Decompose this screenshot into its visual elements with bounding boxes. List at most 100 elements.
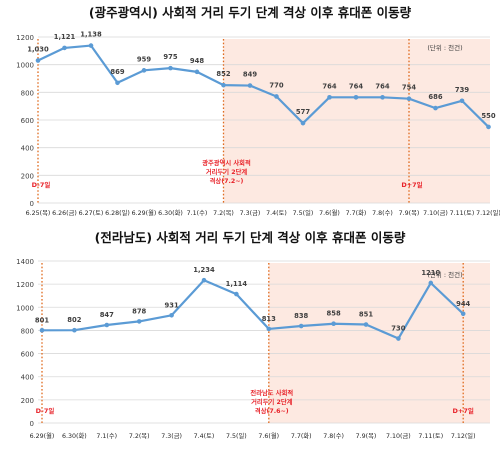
y-tick-label: 1400 bbox=[16, 258, 34, 266]
data-label: 739 bbox=[455, 86, 469, 94]
x-tick-label: 6.26(금) bbox=[52, 209, 77, 217]
data-point bbox=[433, 105, 438, 111]
data-label: 686 bbox=[428, 93, 442, 101]
data-label: 959 bbox=[137, 55, 151, 63]
x-tick-label: 6.25(목) bbox=[26, 209, 51, 217]
x-tick-label: 6.30(화) bbox=[62, 432, 87, 440]
y-tick-label: 1000 bbox=[16, 304, 34, 312]
annotation-label: D+7일 bbox=[453, 406, 474, 415]
y-tick-label: 0 bbox=[30, 420, 34, 428]
data-label: 847 bbox=[100, 311, 114, 319]
data-label: 1210 bbox=[421, 269, 440, 277]
data-point bbox=[300, 120, 306, 126]
x-tick-label: 7.9(목) bbox=[399, 209, 420, 217]
x-tick-label: 7.6(월) bbox=[319, 208, 340, 217]
data-label: 813 bbox=[262, 315, 276, 323]
data-label: 764 bbox=[349, 82, 363, 90]
y-tick-label: 200 bbox=[21, 397, 34, 405]
x-tick-label: 7.10(금) bbox=[386, 432, 411, 440]
data-label: 754 bbox=[402, 84, 416, 92]
x-tick-label: 7.4(토) bbox=[194, 432, 215, 440]
x-tick-label: 6.28(일) bbox=[105, 208, 130, 217]
data-point bbox=[201, 277, 207, 283]
x-tick-label: 6.29(월) bbox=[30, 431, 55, 440]
data-label: 550 bbox=[481, 112, 495, 120]
data-point bbox=[136, 319, 142, 324]
x-tick-label: 6.29(월) bbox=[132, 208, 157, 217]
y-tick-label: 1200 bbox=[16, 34, 34, 42]
data-point bbox=[168, 65, 173, 71]
data-label: 931 bbox=[164, 301, 178, 309]
data-label: 878 bbox=[132, 307, 146, 315]
data-label: 944 bbox=[456, 300, 470, 308]
data-point bbox=[35, 58, 41, 63]
data-point bbox=[141, 68, 147, 73]
x-tick-label: 7.11(토) bbox=[450, 209, 475, 217]
data-point bbox=[274, 94, 279, 99]
data-point bbox=[327, 95, 332, 100]
data-point bbox=[39, 328, 45, 333]
data-label: 1,030 bbox=[27, 46, 49, 54]
y-tick-label: 400 bbox=[21, 374, 34, 382]
y-tick-label: 800 bbox=[21, 327, 34, 335]
data-label: 975 bbox=[163, 53, 177, 61]
x-tick-label: 7.6(월) bbox=[258, 431, 279, 440]
data-point bbox=[353, 95, 359, 100]
annotation-label: 격상(7.6~) bbox=[255, 406, 289, 415]
x-tick-label: 7.2(목) bbox=[213, 209, 234, 217]
x-tick-label: 7.4(토) bbox=[266, 209, 287, 217]
data-point bbox=[169, 312, 174, 318]
data-point bbox=[459, 98, 465, 104]
chart-title: (광주광역시) 사회적 거리 두기 단계 격상 이후 휴대폰 이동량 bbox=[88, 5, 412, 20]
data-point bbox=[247, 83, 253, 88]
gwangju-chart-plot: 0 200 400 600 800 1000 1200 6.25(목) 6.26(금) 6.27(… bbox=[16, 31, 500, 217]
data-point bbox=[331, 321, 336, 327]
data-point bbox=[72, 327, 77, 333]
x-tick-label: 7.5(일) bbox=[293, 208, 314, 217]
data-label: 801 bbox=[35, 316, 49, 324]
data-point bbox=[380, 95, 385, 100]
data-point bbox=[428, 280, 434, 286]
data-point bbox=[406, 96, 412, 101]
x-tick-label: 7.2(목) bbox=[129, 432, 150, 440]
x-tick-label: 7.5(일) bbox=[226, 431, 247, 440]
x-tick-label: 7.7(화) bbox=[346, 209, 367, 217]
x-tick-label: 7.12(일) bbox=[451, 431, 476, 440]
data-point bbox=[486, 124, 491, 130]
data-label: 838 bbox=[294, 312, 308, 320]
x-tick-label: 7.1(수) bbox=[187, 209, 208, 217]
data-label: 764 bbox=[375, 82, 389, 90]
data-label: 948 bbox=[190, 57, 204, 65]
data-label: 764 bbox=[322, 82, 336, 90]
chart-title: (전라남도) 사회적 거리 두기 단계 격상 이후 휴대폰 이동량 bbox=[94, 230, 406, 245]
x-tick-label: 7.8(수) bbox=[323, 432, 344, 440]
annotation-label: 전라남도 사회적 bbox=[250, 388, 293, 397]
series-line bbox=[41, 279, 464, 340]
unit-note: (단위 : 천건) bbox=[427, 43, 462, 52]
annotation-label: D-7일 bbox=[36, 406, 55, 415]
unit-note: (단위 : 천건) bbox=[427, 270, 462, 279]
x-tick-label: 6.30(화) bbox=[158, 209, 183, 217]
x-tick-label: 7.12(일) bbox=[476, 208, 500, 217]
data-point bbox=[266, 326, 272, 332]
x-tick-label: 7.11(토) bbox=[418, 432, 443, 440]
y-tick-label: 1200 bbox=[16, 281, 34, 289]
jeonnam-chart-plot: 0 200 400 600 800 1000 1200 1400 6.29(월) 6.30(화) 7… bbox=[16, 258, 490, 440]
y-tick-label: 400 bbox=[21, 145, 34, 153]
data-label: 858 bbox=[326, 310, 340, 318]
series-line bbox=[37, 44, 490, 128]
data-label: 1,121 bbox=[54, 33, 76, 41]
data-label: 770 bbox=[269, 81, 283, 89]
data-label: 1,114 bbox=[226, 280, 248, 288]
x-tick-label: 7.1(수) bbox=[96, 432, 117, 440]
annotation-label: 거리두기 2단계 bbox=[251, 397, 293, 406]
data-point bbox=[62, 45, 67, 51]
data-point bbox=[221, 82, 226, 88]
x-tick-label: 7.3(금) bbox=[240, 209, 261, 217]
data-label: 577 bbox=[296, 108, 310, 116]
annotation-label: D+7일 bbox=[401, 180, 422, 189]
y-tick-label: 0 bbox=[30, 200, 34, 208]
annotation-label: D-7일 bbox=[32, 180, 51, 189]
data-label: 802 bbox=[67, 316, 81, 324]
x-tick-label: 7.10(금) bbox=[423, 209, 448, 217]
